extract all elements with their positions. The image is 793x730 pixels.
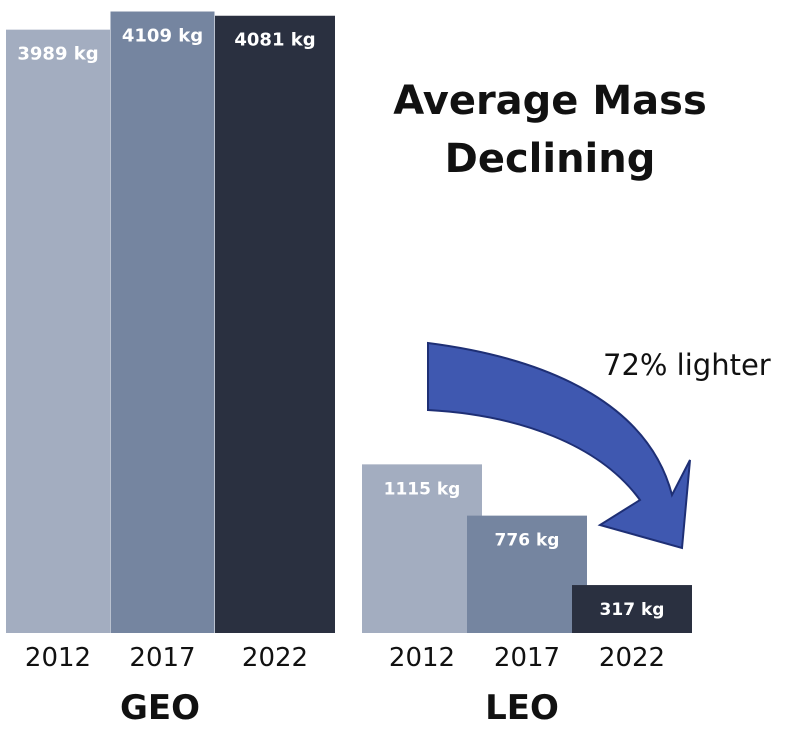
category-label: 2022 [242, 643, 308, 673]
value-label: 317 kg [600, 600, 665, 620]
reduction-annotation: 72% lighter [603, 348, 771, 382]
bar-leo-2012 [362, 464, 482, 633]
value-label: 4109 kg [122, 26, 203, 47]
category-label: 2022 [599, 643, 665, 673]
group-label-leo: LEO [485, 688, 559, 728]
bar-geo-2017 [110, 11, 215, 634]
bar-geo-2012 [6, 29, 110, 633]
chart-title-line2: Declining [444, 136, 656, 182]
category-label: 2017 [129, 643, 195, 673]
chart-title-line1: Average Mass [393, 78, 707, 124]
value-label: 776 kg [495, 531, 560, 551]
value-label: 3989 kg [17, 44, 98, 65]
chart-title: Average Mass Declining [360, 72, 740, 188]
category-label: 2012 [389, 643, 455, 673]
decline-arrow-icon [427, 341, 691, 550]
bar-leo-2022 [572, 585, 692, 633]
group-label-geo: GEO [120, 688, 200, 728]
value-label: 1115 kg [384, 479, 461, 499]
category-label: 2012 [25, 643, 91, 673]
value-label: 4081 kg [234, 30, 315, 51]
bar-geo-2022 [215, 15, 335, 633]
category-label: 2017 [494, 643, 560, 673]
bar-leo-2017 [467, 515, 587, 633]
